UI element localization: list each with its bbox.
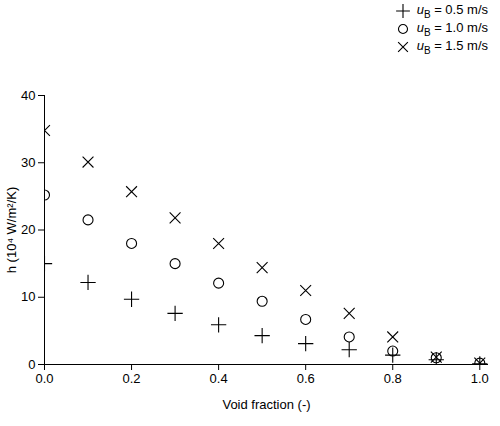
- svg-text:0.2: 0.2: [123, 371, 141, 386]
- svg-text:0.4: 0.4: [210, 371, 228, 386]
- html-text:uB= 0.5 m/s: uB= 0.5 m/s: [416, 2, 488, 20]
- svg-text:30: 30: [21, 155, 35, 170]
- svg-text:0: 0: [28, 357, 35, 372]
- svg-text:10: 10: [21, 289, 35, 304]
- html-text:uB= 1.0 m/s: uB= 1.0 m/s: [416, 20, 488, 38]
- svg-text:40: 40: [21, 88, 35, 103]
- html-text:uB= 1.5 m/s: uB= 1.5 m/s: [416, 38, 488, 56]
- svg-text:0.0: 0.0: [35, 371, 53, 386]
- svg-text:0.6: 0.6: [297, 371, 315, 386]
- svg-text:20: 20: [21, 222, 35, 237]
- svg-text:Void fraction (-): Void fraction (-): [222, 397, 310, 412]
- svg-text:0.8: 0.8: [384, 371, 402, 386]
- svg-text:1.0: 1.0: [471, 371, 489, 386]
- svg-text:h (10⁴ W/m²/K): h (10⁴ W/m²/K): [4, 187, 19, 273]
